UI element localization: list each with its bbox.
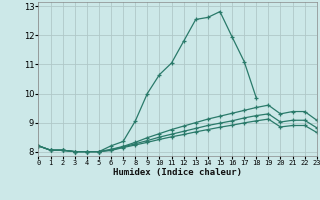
X-axis label: Humidex (Indice chaleur): Humidex (Indice chaleur) (113, 168, 242, 177)
